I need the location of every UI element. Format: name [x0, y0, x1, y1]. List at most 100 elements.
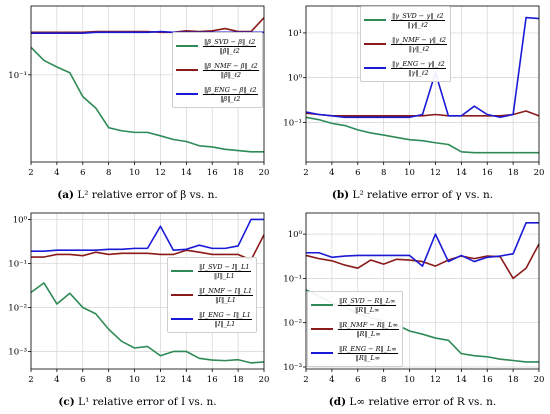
legend-numerator: ‖β_NMF − β‖_ℓ2 [203, 61, 259, 71]
x-tick-label: 10 [129, 168, 140, 178]
chart-infected-error: 2 4 6 8 10 12 14 16 18 20 10⁻³ 10⁻² 10⁻¹ 10⁰ [8, 212, 269, 385]
y-tick-label: 10⁻¹ [283, 274, 302, 284]
legend-label: ‖R_ENG − R‖_L∞ ‖R‖_L∞ [338, 345, 398, 362]
legend-label: ‖R_NMF − R‖_L∞ ‖R‖_L∞ [338, 321, 399, 338]
legend-label: ‖γ_ENG − γ‖_ℓ2 ‖γ‖_ℓ2 [391, 60, 446, 77]
y-tick-label: 10⁻¹ [8, 259, 27, 269]
caption-gamma: (b) L² relative error of γ vs. n. [275, 189, 550, 201]
x-tick-label: 16 [207, 168, 218, 178]
x-tick-label: 12 [155, 375, 166, 385]
x-tick-label: 8 [106, 168, 111, 178]
y-tick-label: 10⁻³ [8, 347, 27, 357]
x-tick-label: 2 [28, 375, 33, 385]
caption-tag: (a) [57, 189, 74, 201]
plot-frame [305, 212, 540, 370]
x-tick-label: 6 [80, 375, 85, 385]
legend-numerator: ‖I_ENG − I‖_L1 [198, 310, 252, 320]
series-line-nmf [31, 234, 265, 261]
x-tick-label: 14 [181, 168, 192, 178]
caption-tag: (d) [328, 396, 347, 408]
x-tick-label: 12 [155, 168, 166, 178]
legend-label: ‖I_NMF − I‖_L1 ‖I‖_L1 [198, 286, 254, 304]
y-tick-label: 10⁻³ [283, 363, 302, 373]
legend-swatch [171, 270, 193, 272]
series-line-nmf [305, 110, 540, 117]
legend-denominator: ‖R‖_L∞ [355, 353, 381, 362]
series-line-nmf [305, 243, 540, 280]
x-tick-label: 6 [355, 168, 360, 178]
x-tick-label: 18 [508, 375, 519, 385]
caption-beta: (a) L² relative error of β vs. n. [0, 189, 275, 201]
legend-numerator: ‖β_SVD − β‖_ℓ2 [203, 37, 257, 47]
y-tick-label: 10⁻¹ [283, 118, 302, 128]
y-tick-label: 10⁰ [288, 230, 303, 240]
x-tick-label: 6 [80, 168, 85, 178]
legend-numerator: ‖I_NMF − I‖_L1 [198, 286, 254, 296]
caption-text: L¹ relative error of I vs. n. [78, 396, 217, 408]
caption-text: L∞ relative error of R vs. n. [349, 396, 497, 408]
legend-entry-eng: ‖β_ENG − β‖_ℓ2 ‖β‖_ℓ2 [176, 82, 259, 106]
x-tick-label: 8 [106, 375, 111, 385]
legend-swatch [176, 45, 198, 47]
x-tick-label: 10 [129, 375, 140, 385]
panel-recovered: 2 4 6 8 10 12 14 16 18 20 10⁻³ 10⁻² 10⁻¹ 10⁰ ‖R_SVD −… [275, 207, 550, 414]
x-tick-label: 14 [456, 168, 467, 178]
legend-swatch [364, 19, 386, 21]
x-tick-label: 4 [54, 375, 59, 385]
legend-numerator: ‖β_ENG − β‖_ℓ2 [203, 85, 258, 95]
x-tick-label: 18 [233, 168, 244, 178]
legend-denominator: ‖I‖_L1 [213, 271, 235, 280]
plot-frame [30, 5, 265, 163]
legend-numerator: ‖γ_NMF − γ‖_ℓ2 [391, 35, 448, 45]
x-tick-label: 2 [303, 168, 308, 178]
legend-swatch [171, 294, 193, 296]
x-tick-label: 8 [381, 375, 386, 385]
series-line-svd [30, 46, 264, 153]
y-tick-label: 10⁰ [13, 215, 28, 225]
legend-label: ‖R_SVD − R‖_L∞ ‖R‖_L∞ [338, 296, 397, 314]
legend-swatch [311, 304, 333, 306]
caption-text: L² relative error of γ vs. n. [352, 189, 494, 201]
caption-text: L² relative error of β vs. n. [77, 189, 218, 201]
legend-numerator: ‖R_NMF − R‖_L∞ [338, 320, 399, 330]
y-tick-label: 10¹ [288, 29, 302, 39]
legend-gamma: ‖γ_SVD − γ‖_ℓ2 ‖γ‖_ℓ2 ‖γ_NMF − γ‖_ℓ2 ‖γ‖_ℓ2… [360, 6, 452, 82]
legend-denominator: ‖R‖_L∞ [356, 329, 381, 338]
legend-numerator: ‖R_SVD − R‖_L∞ [338, 296, 397, 306]
plot-frame [30, 212, 265, 370]
legend-swatch [171, 318, 193, 320]
x-tick-label: 16 [482, 168, 493, 178]
legend-swatch [364, 43, 386, 45]
legend-swatch [176, 69, 198, 71]
x-tick-label: 20 [534, 168, 545, 178]
legend-numerator: ‖γ_ENG − γ‖_ℓ2 [391, 59, 446, 69]
legend-entry-eng: ‖I_ENG − I‖_L1 ‖I‖_L1 [171, 307, 253, 331]
legend-entry-svd: ‖R_SVD − R‖_L∞ ‖R‖_L∞ [311, 293, 399, 317]
x-tick-label: 20 [534, 375, 545, 385]
series-line-eng [31, 218, 264, 252]
x-tick-label: 16 [482, 375, 493, 385]
legend-recovered: ‖R_SVD − R‖_L∞ ‖R‖_L∞ ‖R_NMF − R‖_L∞ ‖R‖_L∞… [307, 291, 403, 367]
legend-entry-nmf: ‖R_NMF − R‖_L∞ ‖R‖_L∞ [311, 317, 399, 341]
legend-denominator: ‖γ‖_ℓ2 [407, 20, 429, 29]
legend-swatch [364, 67, 386, 69]
legend-label: ‖I_ENG − I‖_L1 ‖I‖_L1 [198, 311, 252, 328]
legend-denominator: ‖R‖_L∞ [355, 305, 380, 314]
legend-denominator: ‖I‖_L1 [214, 319, 236, 328]
legend-label: ‖β_ENG − β‖_ℓ2 ‖β‖_ℓ2 [203, 86, 258, 103]
x-tick-label: 2 [28, 168, 33, 178]
legend-beta: ‖β_SVD − β‖_ℓ2 ‖β‖_ℓ2 ‖β_NMF − β‖_ℓ2 ‖β‖_ℓ2… [172, 32, 263, 108]
legend-entry-nmf: ‖γ_NMF − γ‖_ℓ2 ‖γ‖_ℓ2 [364, 32, 448, 56]
y-tick-label: 10⁻² [8, 303, 27, 313]
series-line-eng [305, 16, 540, 119]
legend-denominator: ‖γ‖_ℓ2 [408, 68, 429, 77]
legend-infected: ‖I_SVD − I‖_L1 ‖I‖_L1 ‖I_NMF − I‖_L1 ‖I‖_L1… [167, 257, 258, 333]
caption-recovered: (d) L∞ relative error of R vs. n. [275, 396, 550, 408]
legend-entry-svd: ‖β_SVD − β‖_ℓ2 ‖β‖_ℓ2 [176, 34, 259, 58]
y-tick-label: 10⁻¹ [8, 71, 27, 81]
x-tick-label: 12 [430, 375, 441, 385]
legend-entry-eng: ‖R_ENG − R‖_L∞ ‖R‖_L∞ [311, 341, 399, 365]
legend-denominator: ‖I‖_L1 [215, 295, 236, 304]
x-tick-label: 4 [54, 168, 59, 178]
legend-swatch [311, 352, 333, 354]
